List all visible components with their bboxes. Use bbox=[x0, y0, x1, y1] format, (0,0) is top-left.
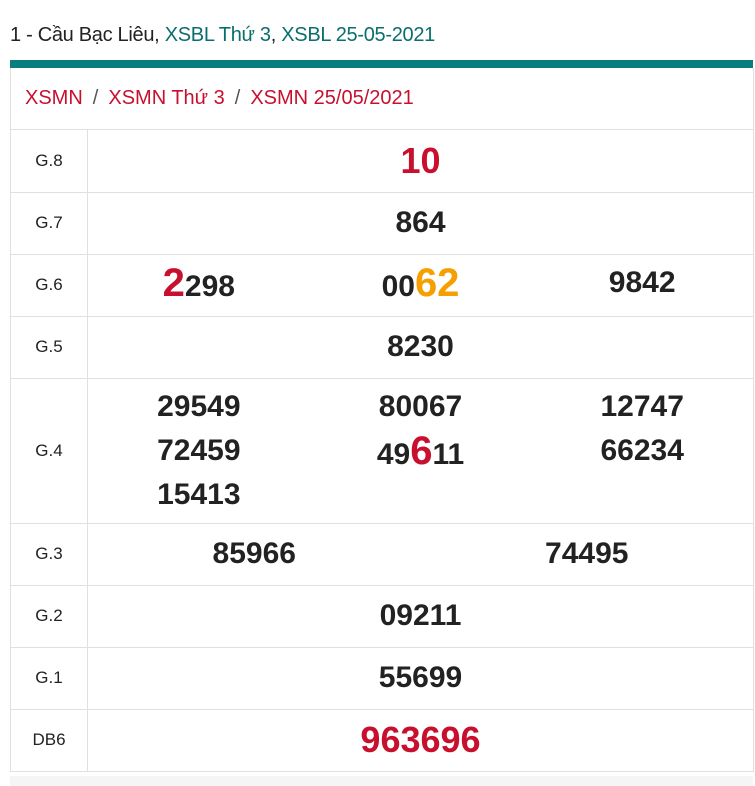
prize-number: 74495 bbox=[421, 532, 754, 576]
prize-number: 15413 bbox=[88, 473, 310, 517]
prize-label: G.7 bbox=[11, 192, 88, 255]
prize-column: 29549 72459 15413 bbox=[88, 385, 310, 517]
prize-values: 963696 bbox=[87, 709, 753, 772]
prize-number: 49611 bbox=[310, 429, 532, 477]
results-box: XSMN / XSMN Thứ 3 / XSMN 25/05/2021 G.8 1… bbox=[10, 68, 754, 772]
prize-values: 2298 0062 9842 bbox=[87, 254, 753, 317]
prize-row-db6: DB6 963696 bbox=[11, 709, 753, 772]
prize-column: 55699 bbox=[88, 656, 753, 700]
prize-values: 85966 74495 bbox=[87, 523, 754, 586]
title-prefix: 1 - Cầu Bạc Liêu, bbox=[10, 24, 165, 46]
breadcrumb-xsmn-date[interactable]: XSMN 25/05/2021 bbox=[250, 87, 414, 109]
prize-column: 85966 bbox=[88, 532, 421, 576]
prize-row-g7: G.7 864 bbox=[11, 192, 753, 255]
number-digits: 09211 bbox=[379, 599, 462, 632]
prize-column: 74495 bbox=[421, 532, 754, 576]
prize-number: 55699 bbox=[88, 656, 753, 700]
prize-row-g3: G.3 85966 74495 bbox=[11, 523, 754, 586]
prize-number: 2298 bbox=[88, 261, 310, 309]
number-digits: 72459 bbox=[157, 433, 241, 467]
number-digits: 11 bbox=[432, 437, 465, 471]
prize-number: 12747 bbox=[531, 385, 753, 429]
number-digits: 00 bbox=[381, 270, 415, 303]
prize-values: 8230 bbox=[87, 316, 753, 379]
number-digits: 864 bbox=[395, 206, 446, 239]
prize-column: 09211 bbox=[88, 594, 753, 638]
highlighted-digits: 2 bbox=[162, 261, 185, 305]
link-xsbl-thu-3[interactable]: XSBL Thứ 3 bbox=[164, 24, 271, 46]
prize-number: 864 bbox=[88, 201, 753, 245]
breadcrumb-xsmn[interactable]: XSMN bbox=[25, 87, 83, 109]
highlighted-digits: 62 bbox=[414, 261, 460, 305]
prize-column: 9842 bbox=[531, 261, 753, 309]
prize-number: 0062 bbox=[310, 261, 532, 309]
highlighted-digits: 6 bbox=[410, 428, 433, 473]
prize-number: 72459 bbox=[88, 429, 310, 473]
prize-row-g6: G.6 2298 0062 9842 bbox=[11, 254, 753, 317]
prize-row-g8: G.8 10 bbox=[11, 130, 753, 193]
number-digits: 963696 bbox=[360, 719, 481, 760]
prize-column: 10 bbox=[88, 139, 753, 183]
prize-number: 85966 bbox=[88, 532, 421, 576]
breadcrumb-xsmn-thu-3[interactable]: XSMN Thứ 3 bbox=[108, 87, 225, 109]
prize-values: 29549 72459 15413 80067 49611 12747 66234 bbox=[87, 378, 753, 524]
prize-row-g1: G.1 55699 bbox=[11, 647, 753, 710]
number-digits: 49 bbox=[376, 437, 411, 471]
prize-values: 09211 bbox=[87, 585, 753, 648]
prize-column: 12747 66234 bbox=[531, 385, 753, 517]
prize-column: 963696 bbox=[88, 718, 753, 762]
number-digits: 12747 bbox=[600, 389, 684, 423]
results-table: G.8 10 G.7 864 G.6 2298 0062 9842 G.5 8230 G.4 2954… bbox=[11, 130, 753, 772]
prize-column: 864 bbox=[88, 201, 753, 245]
prize-values: 864 bbox=[87, 192, 753, 255]
number-digits: 29549 bbox=[157, 389, 241, 423]
number-digits: 55699 bbox=[378, 661, 463, 694]
title-comma: , bbox=[270, 24, 282, 46]
number-digits: 66234 bbox=[600, 433, 684, 467]
prize-number: 80067 bbox=[310, 385, 532, 429]
number-digits: 10 bbox=[400, 139, 441, 181]
prize-label: G.8 bbox=[11, 130, 88, 193]
breadcrumb-separator: / bbox=[234, 87, 241, 109]
prize-column: 0062 bbox=[310, 261, 532, 309]
prize-label: DB6 bbox=[11, 709, 88, 772]
accent-bar bbox=[10, 60, 753, 68]
prize-number: 10 bbox=[88, 139, 753, 183]
number-digits: 80067 bbox=[378, 389, 463, 423]
prize-number: 66234 bbox=[531, 429, 753, 473]
prize-label: G.2 bbox=[11, 585, 88, 648]
number-digits: 85966 bbox=[212, 537, 296, 570]
prize-column: 80067 49611 bbox=[310, 385, 532, 517]
link-xsbl-date[interactable]: XSBL 25-05-2021 bbox=[281, 24, 435, 46]
prize-label: G.4 bbox=[11, 378, 88, 524]
prize-row-g4: G.4 29549 72459 15413 80067 49611 12747 66234 bbox=[11, 378, 753, 524]
prize-number: 963696 bbox=[88, 718, 753, 762]
breadcrumb: XSMN / XSMN Thứ 3 / XSMN 25/05/2021 bbox=[11, 68, 753, 130]
prize-column: 8230 bbox=[88, 325, 753, 369]
number-digits: 9842 bbox=[608, 266, 676, 299]
prize-label: G.3 bbox=[11, 523, 88, 586]
breadcrumb-separator: / bbox=[92, 87, 99, 109]
prize-label: G.6 bbox=[11, 254, 88, 317]
prize-label: G.5 bbox=[11, 316, 88, 379]
prize-number: 8230 bbox=[88, 325, 753, 369]
number-digits: 298 bbox=[184, 270, 235, 303]
prize-row-g5: G.5 8230 bbox=[11, 316, 753, 379]
prize-column: 2298 bbox=[88, 261, 310, 309]
prize-number: 09211 bbox=[88, 594, 753, 638]
number-digits: 8230 bbox=[387, 330, 454, 363]
prize-row-g2: G.2 09211 bbox=[11, 585, 753, 648]
prize-label: G.1 bbox=[11, 647, 88, 710]
prize-values: 55699 bbox=[87, 647, 753, 710]
footer-strip bbox=[10, 776, 753, 786]
prize-values: 10 bbox=[87, 130, 753, 193]
prize-number: 29549 bbox=[88, 385, 310, 429]
page-title: 1 - Cầu Bạc Liêu, XSBL Thứ 3, XSBL 25-05… bbox=[10, 24, 435, 47]
number-digits: 15413 bbox=[157, 477, 241, 511]
number-digits: 74495 bbox=[545, 537, 629, 570]
prize-number: 9842 bbox=[531, 261, 753, 305]
